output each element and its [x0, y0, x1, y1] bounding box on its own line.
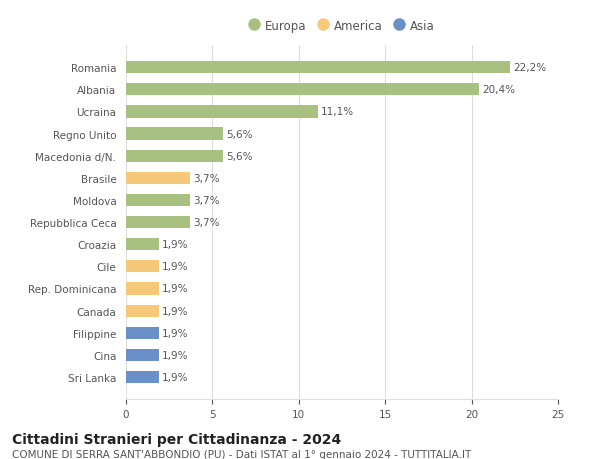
Text: 1,9%: 1,9%	[162, 350, 189, 360]
Text: 1,9%: 1,9%	[162, 240, 189, 250]
Bar	[126, 84, 479, 96]
Bar	[126, 371, 159, 383]
Bar	[126, 106, 318, 118]
Bar	[126, 128, 223, 140]
Text: 20,4%: 20,4%	[482, 85, 515, 95]
Text: 11,1%: 11,1%	[321, 107, 355, 117]
Text: 3,7%: 3,7%	[193, 196, 220, 206]
Text: 1,9%: 1,9%	[162, 306, 189, 316]
Bar	[126, 173, 190, 185]
Bar	[126, 239, 159, 251]
Text: 22,2%: 22,2%	[513, 63, 546, 73]
Text: COMUNE DI SERRA SANT'ABBONDIO (PU) - Dati ISTAT al 1° gennaio 2024 - TUTTITALIA.: COMUNE DI SERRA SANT'ABBONDIO (PU) - Dat…	[12, 449, 471, 459]
Bar	[126, 195, 190, 207]
Text: 1,9%: 1,9%	[162, 284, 189, 294]
Text: 5,6%: 5,6%	[226, 151, 253, 162]
Text: 1,9%: 1,9%	[162, 328, 189, 338]
Text: 1,9%: 1,9%	[162, 262, 189, 272]
Bar	[126, 150, 223, 162]
Text: 3,7%: 3,7%	[193, 174, 220, 184]
Text: 1,9%: 1,9%	[162, 372, 189, 382]
Text: 3,7%: 3,7%	[193, 218, 220, 228]
Bar	[126, 217, 190, 229]
Bar	[126, 261, 159, 273]
Bar	[126, 327, 159, 339]
Text: 5,6%: 5,6%	[226, 129, 253, 139]
Bar	[126, 283, 159, 295]
Bar	[126, 62, 509, 74]
Legend: Europa, America, Asia: Europa, America, Asia	[246, 17, 438, 36]
Text: Cittadini Stranieri per Cittadinanza - 2024: Cittadini Stranieri per Cittadinanza - 2…	[12, 432, 341, 446]
Bar	[126, 349, 159, 361]
Bar	[126, 305, 159, 317]
